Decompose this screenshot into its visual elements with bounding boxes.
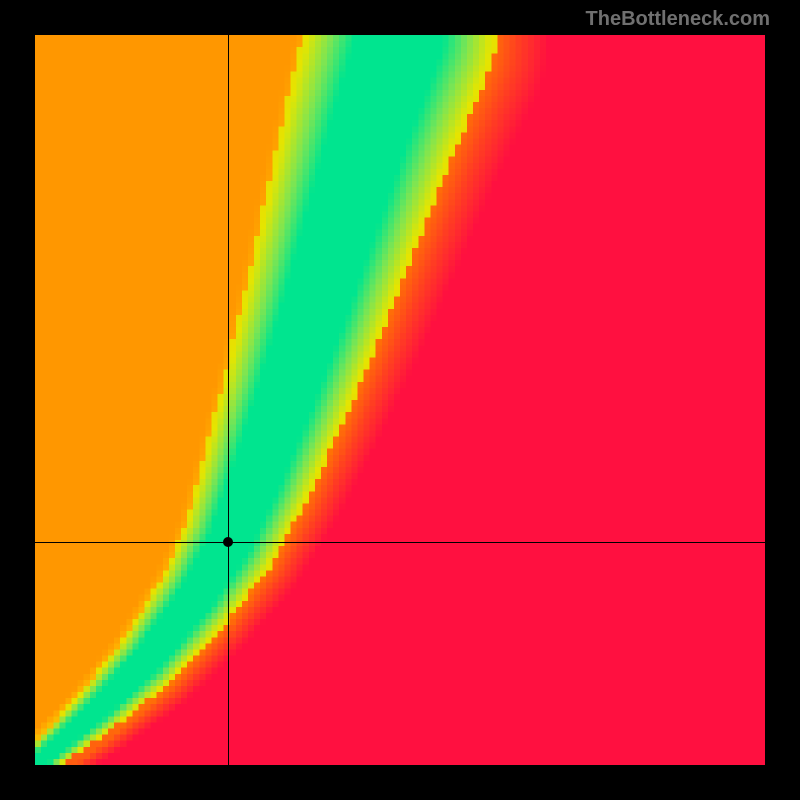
heatmap-canvas xyxy=(35,35,765,765)
chart-container: TheBottleneck.com xyxy=(0,0,800,800)
crosshair-horizontal xyxy=(35,542,765,543)
crosshair-vertical xyxy=(228,35,229,765)
marker-dot xyxy=(223,537,233,547)
watermark-text: TheBottleneck.com xyxy=(586,8,770,31)
heatmap-plot-area xyxy=(35,35,765,765)
